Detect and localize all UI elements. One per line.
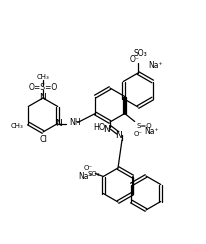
Text: Na⁺: Na⁺ [78, 172, 92, 181]
Text: Na⁺: Na⁺ [144, 127, 159, 136]
Text: O⁻: O⁻ [84, 164, 93, 171]
Text: SO₃: SO₃ [133, 50, 147, 59]
Text: HO: HO [94, 122, 106, 132]
Text: CH₃: CH₃ [37, 74, 49, 80]
Text: N: N [55, 119, 62, 128]
Text: CH₃: CH₃ [11, 122, 23, 129]
Text: O=S=O: O=S=O [28, 83, 58, 92]
Text: O⁻: O⁻ [133, 131, 142, 136]
Text: SO₃: SO₃ [87, 171, 99, 176]
Text: Cl: Cl [39, 134, 47, 143]
Text: N: N [40, 93, 46, 102]
Text: O⁻: O⁻ [130, 55, 140, 64]
Text: NH: NH [70, 118, 81, 127]
Text: N: N [116, 131, 122, 140]
Text: N: N [104, 125, 110, 134]
Text: S=O: S=O [137, 123, 152, 130]
Text: Na⁺: Na⁺ [149, 61, 163, 70]
